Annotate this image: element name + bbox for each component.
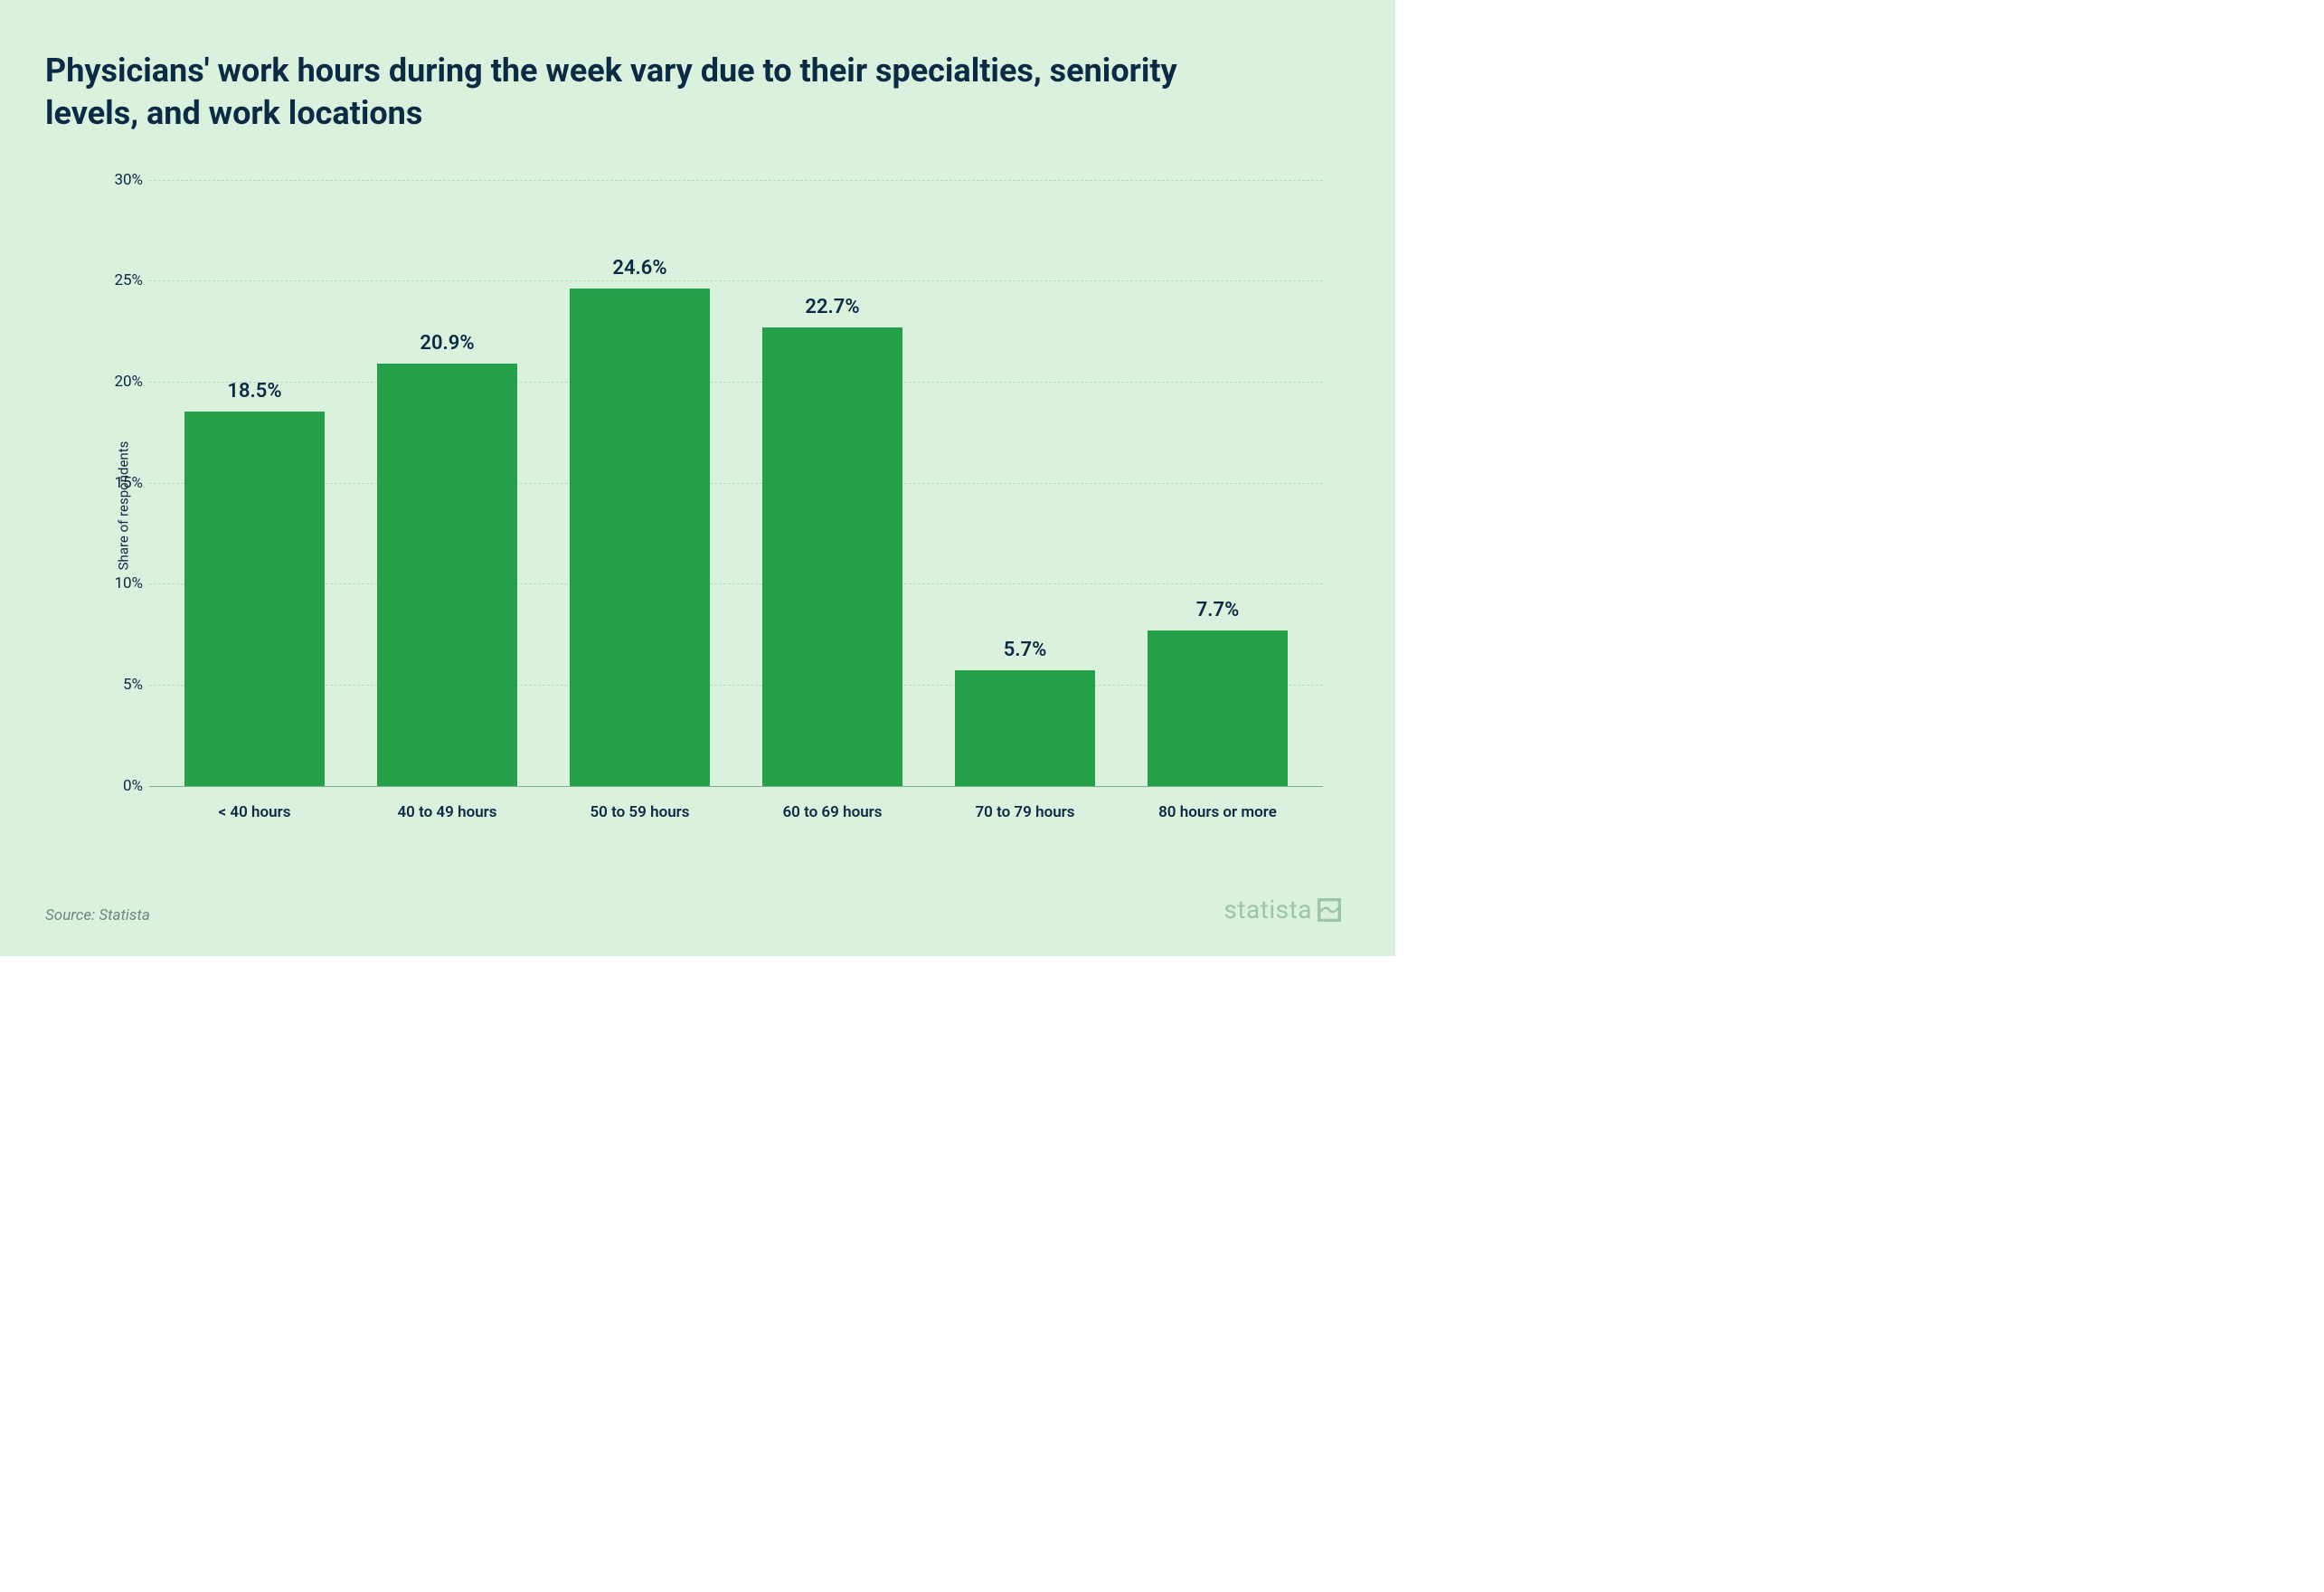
plot-area: Share of respondents 0%5%10%15%20%25%30%… <box>95 180 1323 831</box>
source-text: Source: Statista <box>45 906 150 924</box>
bar <box>184 412 325 785</box>
bar-group: 20.9% <box>351 180 543 786</box>
x-tick-label: < 40 hours <box>158 791 351 831</box>
bar-group: 7.7% <box>1121 180 1314 786</box>
y-axis-label: Share of respondents <box>115 441 131 570</box>
bar-group: 22.7% <box>736 180 929 786</box>
bar <box>762 327 902 786</box>
statista-logo: statista <box>1223 895 1341 924</box>
x-tick-label: 40 to 49 hours <box>351 791 543 831</box>
bar <box>955 670 1095 785</box>
chart-container: Physicians' work hours during the week v… <box>0 0 1395 956</box>
bar-value-label: 22.7% <box>805 296 859 318</box>
bar <box>570 289 710 785</box>
y-tick-label: 25% <box>99 271 143 289</box>
y-tick-label: 10% <box>99 574 143 592</box>
bar-value-label: 20.9% <box>420 332 474 355</box>
x-tick-label: 50 to 59 hours <box>543 791 736 831</box>
y-tick-label: 30% <box>99 171 143 189</box>
chart-footer: Source: Statista statista <box>45 895 1341 924</box>
bar-group: 5.7% <box>929 180 1121 786</box>
logo-wave-icon <box>1318 898 1341 922</box>
x-labels-container: < 40 hours40 to 49 hours50 to 59 hours60… <box>149 791 1323 831</box>
bar <box>377 364 517 786</box>
gridline <box>149 786 1323 787</box>
y-tick-label: 5% <box>99 676 143 694</box>
y-tick-label: 15% <box>99 474 143 492</box>
bar-value-label: 18.5% <box>227 380 281 403</box>
bar-value-label: 24.6% <box>612 257 666 280</box>
x-tick-label: 70 to 79 hours <box>929 791 1121 831</box>
bar <box>1148 630 1288 786</box>
logo-text: statista <box>1223 895 1312 924</box>
bars-container: 18.5% 20.9% 24.6% 22.7% 5.7% 7.7% <box>149 180 1323 786</box>
x-tick-label: 80 hours or more <box>1121 791 1314 831</box>
bar-group: 18.5% <box>158 180 351 786</box>
bar-value-label: 5.7% <box>1004 639 1047 661</box>
chart-title: Physicians' work hours during the week v… <box>45 50 1203 135</box>
y-tick-label: 20% <box>99 373 143 391</box>
x-tick-label: 60 to 69 hours <box>736 791 929 831</box>
bar-group: 24.6% <box>543 180 736 786</box>
bar-value-label: 7.7% <box>1196 599 1240 621</box>
y-tick-label: 0% <box>99 777 143 795</box>
